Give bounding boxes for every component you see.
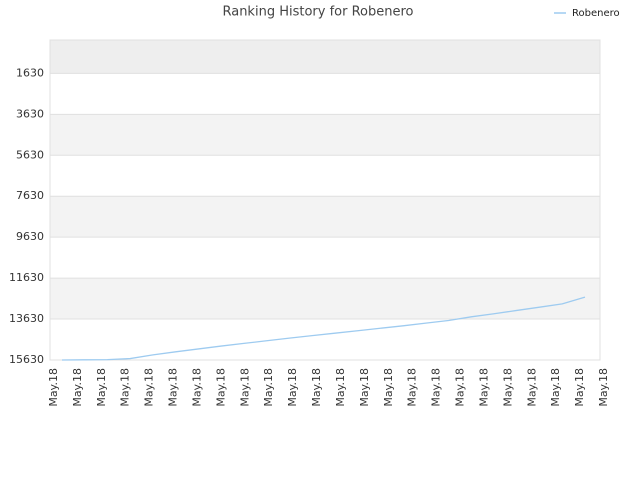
x-tick-label: May.18 [477, 368, 490, 407]
chart-title: Ranking History for Robenero [222, 5, 413, 20]
y-tick-label: 11630 [9, 271, 44, 284]
band [50, 237, 600, 279]
y-tick-label: 1630 [16, 66, 44, 79]
x-tick-label: May.18 [47, 368, 60, 407]
x-tick-label: May.18 [406, 368, 419, 407]
x-tick-label: May.18 [501, 368, 514, 407]
x-tick-label: May.18 [573, 368, 586, 407]
x-tick-label: May.18 [95, 368, 108, 407]
x-tick-label: May.18 [167, 368, 180, 407]
y-tick-label: 13630 [9, 312, 44, 325]
y-tick-label: 15630 [9, 353, 44, 366]
band [50, 40, 600, 74]
x-tick-label: May.18 [71, 368, 84, 407]
x-tick-label: May.18 [597, 368, 610, 407]
legend-label: Robenero [572, 8, 620, 19]
y-tick-label: 5630 [16, 148, 44, 161]
y-tick-label: 7630 [16, 189, 44, 202]
y-tick-label: 9630 [16, 230, 44, 243]
x-tick-label: May.18 [286, 368, 299, 407]
x-tick-label: May.18 [382, 368, 395, 407]
x-tick-label: May.18 [214, 368, 227, 407]
band [50, 278, 600, 320]
x-tick-label: May.18 [238, 368, 251, 407]
x-tick-label: May.18 [334, 368, 347, 407]
band [50, 73, 600, 115]
x-tick-label: May.18 [143, 368, 156, 407]
x-tick-label: May.18 [358, 368, 371, 407]
x-tick-label: May.18 [549, 368, 562, 407]
band [50, 114, 600, 156]
band [50, 196, 600, 238]
x-tick-label: May.18 [454, 368, 467, 407]
x-tick-label: May.18 [525, 368, 538, 407]
x-tick-label: May.18 [310, 368, 323, 407]
y-tick-label: 3630 [16, 107, 44, 120]
x-tick-label: May.18 [430, 368, 443, 407]
x-tick-label: May.18 [119, 368, 132, 407]
x-tick-label: May.18 [190, 368, 203, 407]
band [50, 319, 600, 360]
series-line [61, 296, 586, 361]
band [50, 155, 600, 197]
x-tick-label: May.18 [262, 368, 275, 407]
